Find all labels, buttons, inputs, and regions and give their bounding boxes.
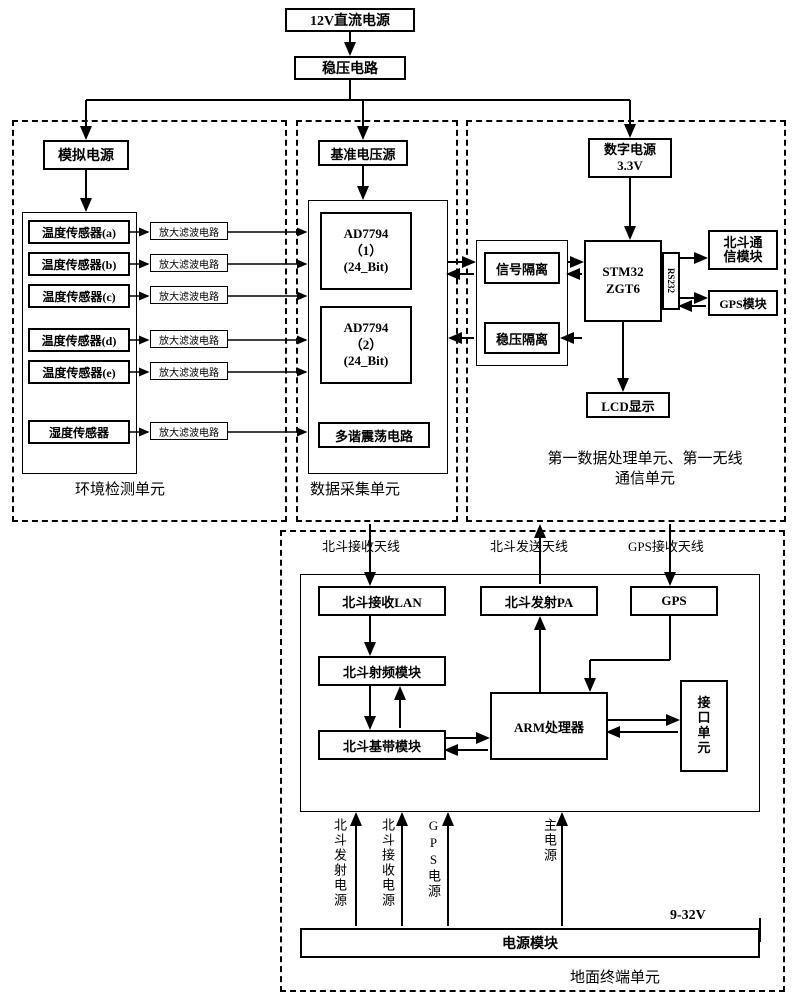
- mcu-l1: STM32: [602, 264, 643, 281]
- env-unit-title: 环境检测单元: [75, 478, 165, 499]
- ad7794-2: AD7794 （2） (24_Bit): [320, 306, 412, 384]
- amp-humid: 放大滤波电路: [150, 422, 228, 440]
- sensor-c: 温度传感器(c): [28, 284, 130, 308]
- sensor-a: 温度传感器(a): [28, 220, 130, 244]
- pwr-gps-label: GPS电源: [424, 818, 443, 899]
- signal-iso-box: 信号隔离: [484, 252, 560, 284]
- reg-iso-box: 稳压隔离: [484, 322, 560, 354]
- ant-bd-tx-label: 北斗发送天线: [490, 536, 568, 555]
- beidou-comm-box: 北斗通 信模块: [708, 230, 778, 270]
- bd-bb-box: 北斗基带模块: [318, 730, 446, 760]
- pwr-bd-tx-label: 北斗发射电源: [330, 818, 349, 908]
- analog-power-box: 模拟电源: [43, 140, 129, 170]
- mcu-box: STM32 ZGT6: [584, 240, 662, 322]
- if-l2: 口: [697, 711, 710, 726]
- ad2-l3: (24_Bit): [344, 353, 389, 370]
- if-l4: 元: [697, 741, 710, 756]
- ant-bd-rx-label: 北斗接收天线: [322, 536, 400, 555]
- sensor-e: 温度传感器(e): [28, 360, 130, 384]
- sensor-d: 温度传感器(d): [28, 328, 130, 352]
- amp-e: 放大滤波电路: [150, 362, 228, 380]
- ad1-l3: (24_Bit): [344, 259, 389, 276]
- osc-box: 多谐震荡电路: [318, 422, 430, 448]
- if-l1: 接: [697, 696, 710, 711]
- ad2-l1: AD7794: [344, 320, 389, 337]
- gps-box: GPS: [630, 586, 718, 616]
- digital-power-box: 数字电源 3.3V: [588, 138, 672, 178]
- amp-d: 放大滤波电路: [150, 330, 228, 348]
- sensor-humid: 湿度传感器: [28, 420, 130, 444]
- acq-unit-title: 数据采集单元: [310, 478, 400, 499]
- arm-box: ARM处理器: [490, 692, 608, 760]
- ref-voltage-box: 基准电压源: [318, 140, 408, 166]
- pwr-main-label: 主电源: [540, 818, 559, 863]
- bd-rf-box: 北斗射频模块: [318, 656, 446, 686]
- dp-l2: 3.3V: [617, 158, 643, 174]
- proc-unit-title: 第一数据处理单元、第一无线 通信单元: [510, 450, 780, 489]
- ad7794-1: AD7794 （1） (24_Bit): [320, 212, 412, 290]
- pwr-in-label: 9-32V: [670, 908, 706, 924]
- amp-c: 放大滤波电路: [150, 286, 228, 304]
- pwr-bd-rx-label: 北斗接收电源: [378, 818, 397, 908]
- dp-l1: 数字电源: [604, 142, 656, 158]
- sensor-b: 温度传感器(b): [28, 252, 130, 276]
- lcd-box: LCD显示: [586, 392, 670, 418]
- rs232-box: RS232: [662, 252, 680, 310]
- amp-a: 放大滤波电路: [150, 222, 228, 240]
- ground-unit-title: 地面终端单元: [570, 966, 660, 987]
- ad1-l1: AD7794: [344, 226, 389, 243]
- regulator-box: 稳压电路: [294, 56, 406, 80]
- gps-mod-box: GPS模块: [708, 290, 778, 316]
- mcu-l2: ZGT6: [606, 281, 640, 298]
- power-12v-box: 12V直流电源: [285, 8, 415, 32]
- ad1-l2: （1）: [350, 243, 383, 260]
- bdc-l2: 信模块: [723, 250, 762, 264]
- ad2-l2: （2）: [350, 337, 383, 354]
- proc-t2: 通信单元: [615, 471, 675, 487]
- bd-pa-box: 北斗发射PA: [480, 586, 598, 616]
- amp-b: 放大滤波电路: [150, 254, 228, 272]
- if-l3: 单: [697, 726, 710, 741]
- ant-gps-label: GPS接收天线: [628, 536, 704, 555]
- bd-lan-box: 北斗接收LAN: [318, 586, 446, 616]
- bdc-l1: 北斗通: [723, 236, 762, 250]
- pwr-mod-box: 电源模块: [300, 928, 760, 958]
- proc-t1: 第一数据处理单元、第一无线: [547, 451, 742, 467]
- iface-box: 接 口 单 元: [680, 680, 728, 772]
